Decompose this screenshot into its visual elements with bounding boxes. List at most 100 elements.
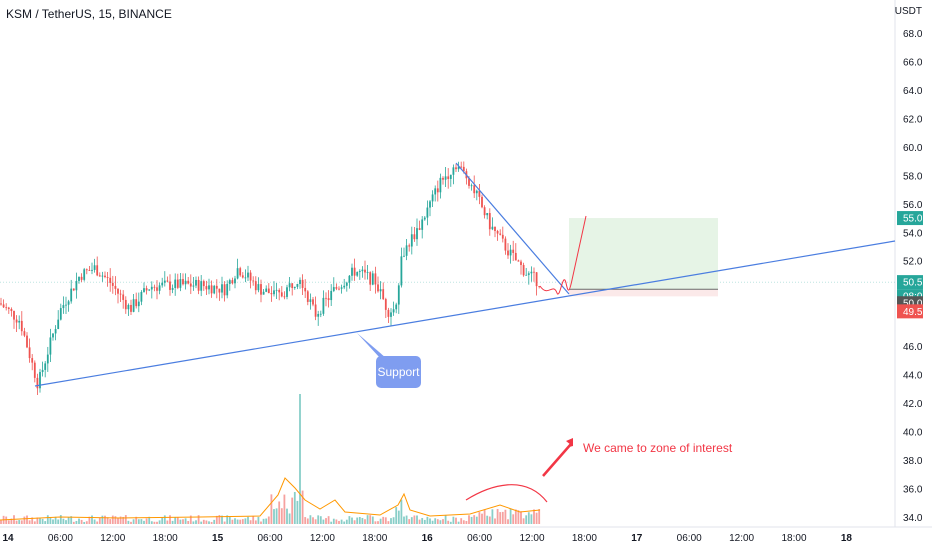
volume-bar — [163, 515, 166, 524]
volume-bar — [348, 516, 351, 524]
volume-bar — [226, 515, 229, 524]
price-tick-label: 34.0 — [903, 513, 923, 524]
volume-bar — [384, 517, 387, 524]
volume-bar — [361, 517, 364, 524]
candle-body — [210, 285, 213, 294]
candle-body — [54, 329, 57, 334]
candle-body — [208, 285, 210, 290]
volume-bar — [377, 521, 379, 524]
volume-bar — [5, 516, 8, 524]
price-tick-label: 62.0 — [903, 114, 923, 125]
candle-body — [426, 207, 429, 218]
volume-bar — [254, 520, 257, 524]
candle-body — [39, 372, 41, 389]
candle-body — [296, 284, 299, 287]
volume-bar — [442, 519, 444, 524]
volume-bar — [130, 521, 132, 524]
volume-bar — [161, 517, 164, 524]
volume-bar — [91, 515, 93, 524]
candle-body — [148, 289, 151, 291]
volume-bar — [234, 518, 236, 524]
candle-body — [447, 176, 450, 179]
candle-body — [104, 275, 106, 278]
volume-bar — [182, 519, 184, 524]
price-tick-label: 42.0 — [903, 399, 923, 410]
price-tick-label: 66.0 — [903, 57, 923, 68]
volume-bar — [413, 515, 416, 524]
resistance-trendline — [455, 162, 570, 295]
volume-bar — [49, 517, 52, 524]
interest-label: We came to zone of interest — [583, 441, 733, 455]
candle-body — [174, 279, 177, 288]
volume-bar — [278, 501, 281, 524]
candle-body — [158, 285, 161, 291]
price-tick-label: 58.0 — [903, 171, 923, 182]
volume-bar — [527, 512, 530, 524]
candle-body — [418, 228, 421, 230]
candle-body — [291, 283, 294, 289]
candle-body — [520, 261, 522, 265]
candle-body — [301, 279, 304, 288]
candle-body — [439, 177, 442, 193]
volume-bar — [52, 519, 54, 524]
volume-bar — [392, 517, 395, 524]
candle-body — [358, 271, 361, 273]
volume-bar — [143, 520, 145, 524]
candle-body — [309, 299, 312, 302]
candle-body — [410, 234, 413, 247]
candle-body — [371, 273, 374, 285]
price-tick-label: 56.0 — [903, 200, 923, 211]
volume-bar — [533, 509, 535, 524]
volume-bar — [57, 519, 60, 524]
volume-bar — [325, 518, 327, 524]
volume-bar — [260, 521, 262, 524]
volume-bar — [83, 521, 86, 524]
candle-body — [314, 304, 317, 317]
volume-bar — [483, 509, 486, 524]
candle-body — [205, 286, 208, 290]
volume-bar — [39, 518, 41, 524]
candle-body — [457, 166, 460, 170]
candle-body — [156, 287, 158, 291]
candle-body — [473, 185, 476, 194]
candle-body — [267, 288, 270, 294]
volume-bar — [423, 519, 426, 524]
volume-bar — [491, 509, 494, 524]
volume-bar — [449, 521, 452, 524]
candle-body — [265, 288, 268, 292]
volume-bar — [114, 516, 117, 524]
candle-body — [244, 277, 247, 279]
candle-body — [387, 309, 390, 317]
candle-body — [327, 298, 330, 301]
volume-bar — [395, 507, 398, 524]
volume-bar — [358, 517, 361, 524]
candle-body — [478, 190, 481, 197]
candle-body — [397, 285, 400, 305]
price-tick-label: 54.0 — [903, 228, 923, 239]
volume-bar — [408, 519, 411, 524]
candle-body — [2, 304, 5, 308]
candle-body — [13, 311, 15, 320]
volume-bar — [280, 508, 283, 524]
volume-bar — [400, 499, 403, 524]
volume-bar — [522, 518, 525, 524]
interest-arc — [465, 484, 548, 503]
time-tick-label: 06:00 — [467, 533, 492, 544]
volume-bar — [374, 521, 377, 524]
volume-bar — [421, 518, 424, 524]
candle-body — [150, 286, 153, 290]
candle-body — [379, 289, 382, 292]
candle-body — [200, 281, 203, 291]
volume-bar — [501, 511, 504, 524]
volume-bar — [0, 520, 2, 524]
candle-body — [36, 377, 39, 389]
candle-body — [262, 291, 265, 295]
volume-bar — [332, 518, 335, 524]
candle-body — [124, 299, 127, 310]
volume-bar — [67, 517, 70, 524]
price-tag-bg — [897, 211, 923, 226]
volume-bar — [75, 520, 78, 524]
candle-body — [434, 188, 437, 195]
volume-bar — [418, 519, 421, 524]
